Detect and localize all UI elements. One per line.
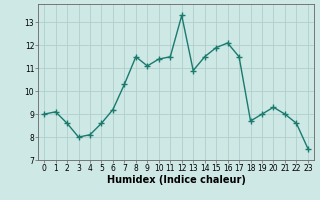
X-axis label: Humidex (Indice chaleur): Humidex (Indice chaleur) (107, 175, 245, 185)
